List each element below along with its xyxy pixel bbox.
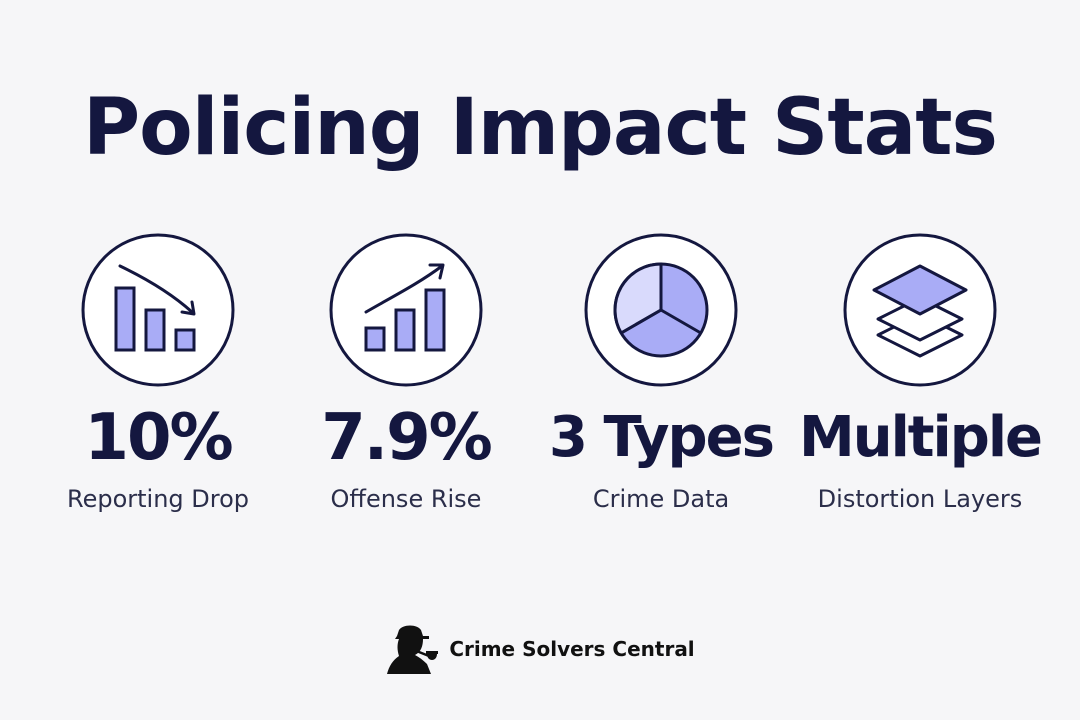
stat-value: 10% [84,401,233,475]
brand-footer: Crime Solvers Central [0,622,1080,676]
stat-offense-rise: 7.9% Offense Rise [281,232,531,514]
stat-label: Reporting Drop [66,485,250,513]
brand-name: Crime Solvers Central [449,637,695,661]
detective-pipe-icon [387,625,439,674]
stat-distortion-layers: Multiple Distortion Layers [795,232,1045,514]
stat-value: Multiple [798,405,1043,470]
bar-chart-down-icon [81,233,235,387]
stat-crime-data: 3 Types Crime Data [536,232,786,514]
pie-chart-icon [584,233,738,387]
stat-label: Offense Rise [330,485,482,513]
stat-label: Distortion Layers [817,485,1023,513]
stat-value: 3 Types [549,405,775,470]
stat-value: 7.9% [321,401,493,475]
layers-icon [843,233,997,387]
stats-row: 10% Reporting Drop 7.9% Offense Rise [0,232,1080,532]
stat-reporting-drop: 10% Reporting Drop [33,232,283,514]
bar-chart-up-icon [329,233,483,387]
page-title: Policing Impact Stats [83,83,998,173]
stat-label: Crime Data [592,485,730,513]
